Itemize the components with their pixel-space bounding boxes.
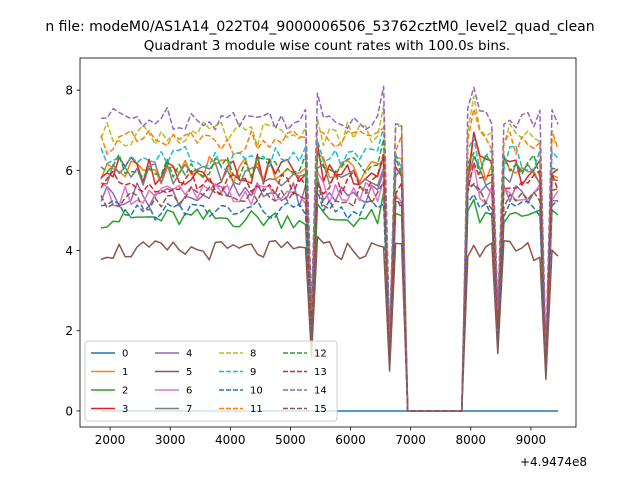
y-tick-label: 4: [65, 244, 73, 258]
legend-label-12: 12: [314, 349, 327, 360]
plot-frame: [79, 57, 577, 428]
series-line-7: [100, 156, 559, 412]
series-line-14: [100, 85, 559, 412]
series-line-2: [100, 191, 559, 412]
legend-label-7: 7: [186, 404, 192, 415]
y-tick-label: 0: [65, 404, 73, 418]
x-tick-label: 7000: [395, 433, 426, 447]
legend-box: [84, 340, 338, 422]
legend-label-1: 1: [122, 367, 128, 378]
x-tick-label: 4000: [215, 433, 246, 447]
legend-label-15: 15: [314, 404, 327, 415]
y-tick-label: 6: [65, 164, 73, 178]
series-line-8: [100, 95, 559, 412]
plot-area: [100, 85, 559, 412]
series-line-6: [100, 163, 559, 412]
legend-label-8: 8: [250, 349, 256, 360]
y-tick-label: 2: [65, 324, 73, 338]
legend-label-3: 3: [122, 404, 128, 415]
legend-label-13: 13: [314, 367, 327, 378]
legend-label-5: 5: [186, 367, 192, 378]
x-tick-label: 3000: [155, 433, 186, 447]
series-line-11: [100, 108, 559, 412]
legend-label-9: 9: [250, 367, 256, 378]
axes: 2000 3000 4000 5000 6000 7000 8000 9000 0 2 4 6 8: [65, 57, 577, 447]
legend-label-4: 4: [186, 349, 192, 360]
series-line-5: [100, 235, 559, 412]
y-tick-label: 8: [65, 84, 73, 98]
x-tick-label: 9000: [516, 433, 547, 447]
x-tick-label: 6000: [335, 433, 366, 447]
chart-title: Quadrant 3 module wise count rates with …: [144, 38, 510, 54]
legend-label-14: 14: [314, 386, 327, 397]
x-tick-label: 8000: [456, 433, 487, 447]
series-line-15: [100, 180, 559, 412]
legend-label-11: 11: [250, 404, 263, 415]
series-line-12: [100, 138, 559, 412]
figure-title: n file: modeM0/AS1A14_022T04_9000006506_…: [45, 19, 594, 35]
legend-label-10: 10: [250, 386, 263, 397]
legend-label-2: 2: [122, 386, 128, 397]
legend-label-6: 6: [186, 386, 192, 397]
legend-label-0: 0: [122, 349, 128, 360]
x-offset-label: +4.9474e8: [520, 455, 587, 469]
x-tick-label: 2000: [95, 433, 126, 447]
series-line-10: [100, 189, 559, 412]
x-tick-label: 5000: [275, 433, 306, 447]
series-line-13: [100, 152, 559, 412]
